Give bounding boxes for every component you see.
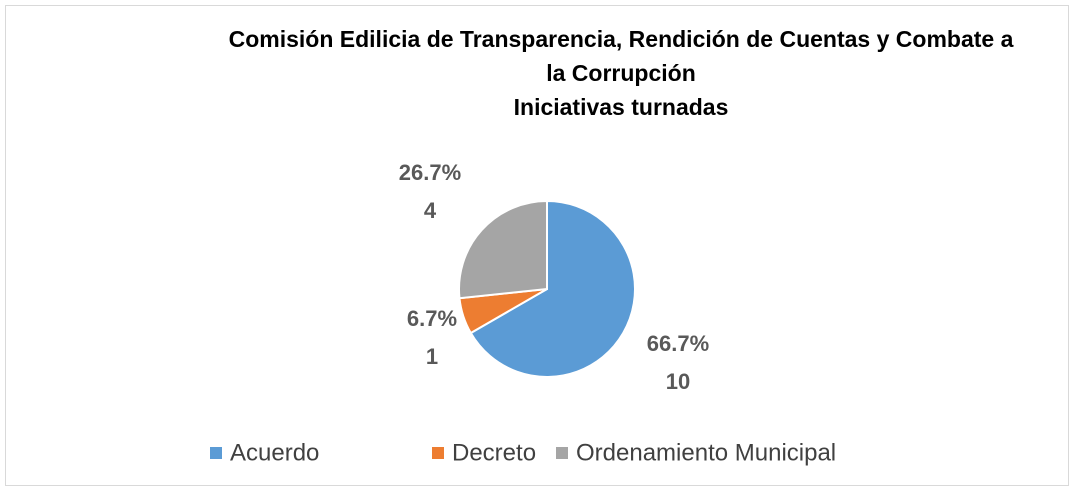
percent-label: 6.7% (407, 306, 457, 331)
value-label: 4 (424, 198, 437, 223)
pie-slice (458, 199, 548, 300)
legend-label: Ordenamiento Municipal (576, 439, 836, 466)
title-block: Comisión Edilicia de Transparencia, Rend… (221, 22, 1021, 124)
chart-title: Comisión Edilicia de Transparencia, Rend… (228, 26, 1014, 86)
legend-swatch (210, 447, 222, 459)
legend-label: Decreto (452, 439, 536, 466)
value-label: 10 (666, 369, 690, 394)
chart-subtitle: Iniciativas turnadas (513, 94, 729, 120)
percent-label: 26.7% (399, 160, 461, 185)
pie-slice (469, 199, 636, 378)
value-label: 1 (426, 344, 438, 369)
legend-swatch (556, 447, 568, 459)
percent-label: 66.7% (647, 331, 709, 356)
legend-label: Acuerdo (230, 439, 319, 466)
legend-swatch (432, 447, 444, 459)
